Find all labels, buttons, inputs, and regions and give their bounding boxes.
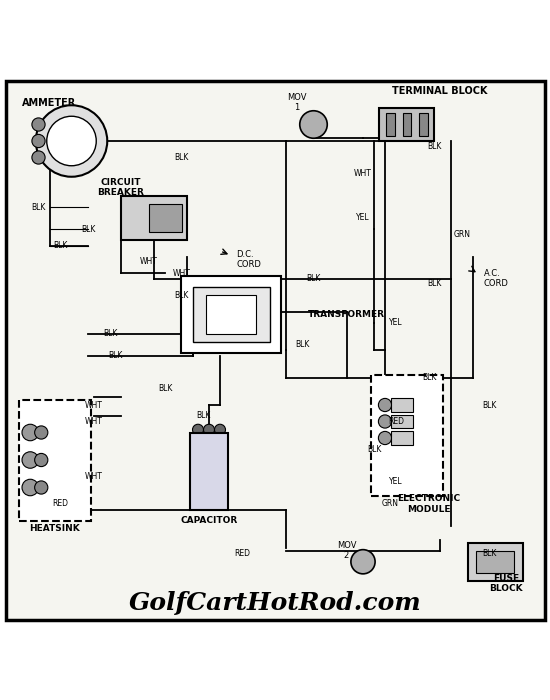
Text: BLK: BLK [482, 400, 497, 410]
Text: CAPACITOR: CAPACITOR [180, 516, 238, 525]
Text: BLK: BLK [427, 279, 442, 288]
Text: WHT: WHT [140, 258, 157, 267]
Circle shape [47, 116, 96, 166]
Bar [476, 551, 514, 573]
Text: YEL: YEL [356, 214, 370, 223]
Bar [390, 398, 412, 412]
Bar [190, 433, 228, 510]
Text: WHT: WHT [354, 169, 372, 178]
Circle shape [32, 118, 45, 131]
Text: WHT: WHT [85, 472, 102, 481]
Text: MOV
2: MOV 2 [337, 541, 356, 561]
Text: BLK: BLK [174, 153, 189, 162]
Bar [403, 113, 411, 136]
Text: WHT: WHT [85, 400, 102, 410]
Text: GRN: GRN [454, 230, 470, 239]
Bar [420, 113, 428, 136]
Text: TRANSFORMER: TRANSFORMER [308, 310, 385, 319]
Text: TERMINAL BLOCK: TERMINAL BLOCK [392, 87, 488, 97]
Circle shape [22, 480, 38, 496]
Circle shape [35, 454, 48, 467]
Text: YEL: YEL [389, 477, 403, 486]
Text: WHT: WHT [85, 417, 102, 426]
Text: BLK: BLK [306, 274, 321, 283]
Text: RED: RED [52, 500, 69, 508]
Text: MOV
1: MOV 1 [287, 93, 307, 112]
Bar [379, 108, 434, 141]
Text: HEATSINK: HEATSINK [30, 524, 80, 533]
Text: ELECTRONIC
MODULE: ELECTRONIC MODULE [398, 494, 460, 514]
Text: BLK: BLK [295, 340, 310, 349]
Circle shape [192, 424, 204, 435]
Bar [386, 113, 395, 136]
Circle shape [22, 424, 38, 441]
Text: FUSE
BLOCK: FUSE BLOCK [489, 574, 523, 594]
Circle shape [32, 134, 45, 148]
Bar [206, 295, 256, 333]
Circle shape [32, 151, 45, 164]
Bar [182, 276, 280, 353]
Circle shape [378, 398, 392, 412]
Text: BLK: BLK [367, 444, 381, 454]
Text: D.C.
CORD: D.C. CORD [236, 250, 261, 269]
Text: BLK: BLK [174, 290, 189, 300]
Text: CIRCUIT
BREAKER: CIRCUIT BREAKER [97, 178, 145, 197]
Text: BLK: BLK [31, 202, 46, 211]
Text: BLK: BLK [482, 549, 497, 558]
Circle shape [204, 424, 214, 435]
Bar [19, 400, 91, 521]
Circle shape [35, 426, 48, 439]
Bar [148, 204, 182, 232]
Text: BLK: BLK [53, 241, 68, 250]
Bar [468, 542, 522, 581]
Bar [390, 431, 412, 445]
Text: BLK: BLK [158, 384, 172, 393]
Text: GRN: GRN [382, 500, 399, 508]
Bar [192, 287, 270, 342]
Circle shape [35, 481, 48, 494]
Text: GolfCartHotRod.com: GolfCartHotRod.com [129, 591, 421, 615]
Text: AMMETER: AMMETER [22, 97, 76, 108]
Text: BLK: BLK [196, 412, 211, 421]
Circle shape [378, 415, 392, 428]
Bar [390, 414, 412, 428]
Text: BLK: BLK [422, 373, 436, 382]
Bar [371, 374, 443, 496]
Circle shape [36, 105, 107, 176]
Text: RED: RED [388, 417, 404, 426]
Circle shape [351, 550, 375, 574]
Text: YEL: YEL [389, 318, 403, 327]
Circle shape [300, 111, 327, 139]
Text: WHT: WHT [173, 269, 190, 277]
Circle shape [214, 424, 225, 435]
Circle shape [22, 452, 38, 468]
Text: BLK: BLK [81, 225, 95, 234]
Text: RED: RED [234, 549, 250, 558]
Text: BLK: BLK [108, 351, 123, 360]
Text: BLK: BLK [103, 329, 117, 338]
Bar [121, 196, 187, 240]
Circle shape [378, 431, 392, 444]
Text: BLK: BLK [427, 142, 442, 151]
Text: A.C.
CORD: A.C. CORD [484, 269, 509, 288]
